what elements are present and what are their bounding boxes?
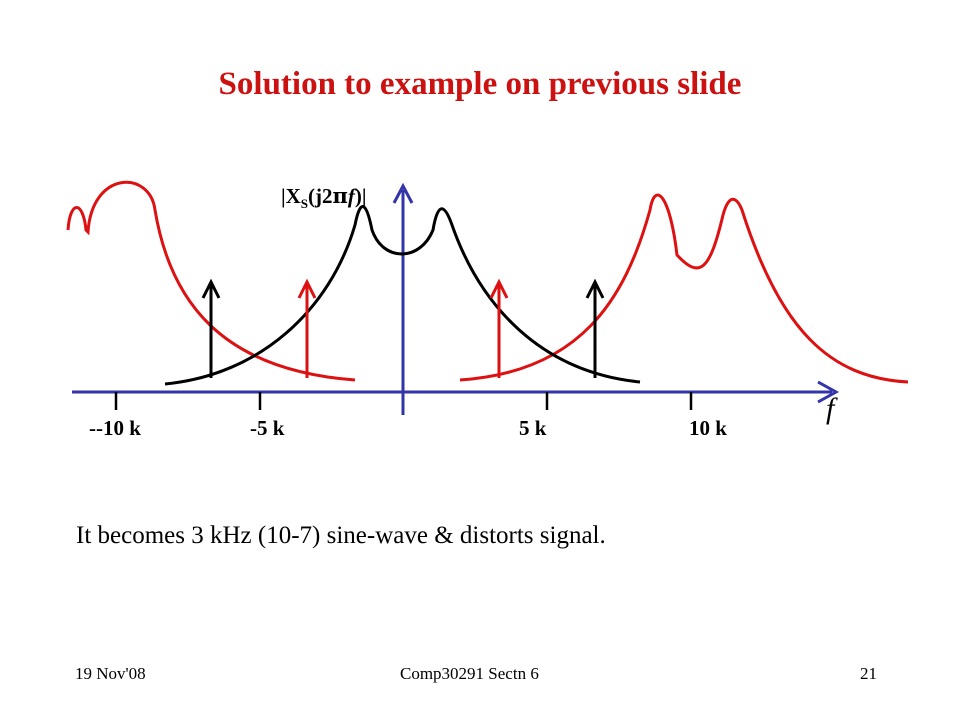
frequency-label: f [826,392,838,425]
red-impulse-neg3k [297,278,317,378]
frequency-axis-arrowhead [817,380,840,404]
tick-label-10k: 10 k [689,416,727,440]
black-impulse-neg7k [201,278,221,378]
footer-date: 19 Nov'08 [75,664,146,683]
y-axis-label: |XS(j2πf)| [281,183,367,211]
caption-text: It becomes 3 kHz (10-7) sine-wave & dist… [76,522,606,549]
slide-title: Solution to example on previous slide [218,66,742,102]
tick-label-neg10k: --10 k [89,416,141,440]
tick-label-5k: 5 k [519,416,547,440]
footer-page-number: 21 [860,664,877,683]
red-spectrum-right [459,193,909,384]
red-spectrum-left [66,180,356,382]
red-impulse-3k [489,278,509,378]
magnitude-axis-arrowhead [392,182,414,204]
tick-label-neg5k: -5 k [250,416,285,440]
baseband-spectrum [164,205,641,386]
footer-course: Comp30291 Sectn 6 [400,664,539,683]
black-impulse-7k [585,278,605,378]
